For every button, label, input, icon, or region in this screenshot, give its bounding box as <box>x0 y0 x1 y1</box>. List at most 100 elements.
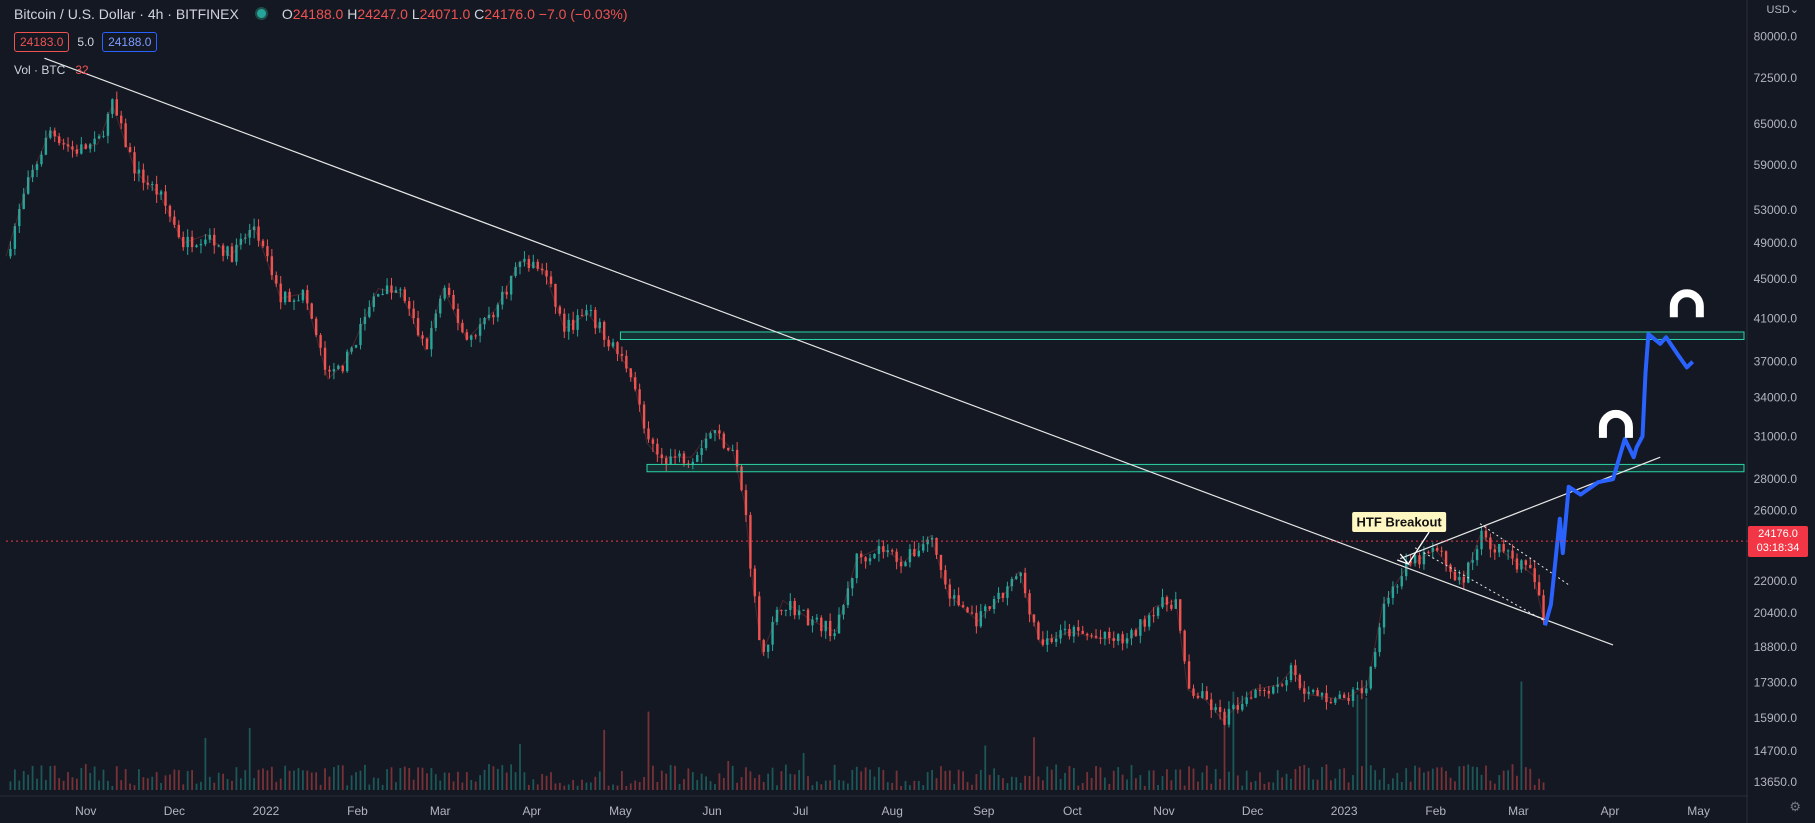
buy-button[interactable]: 24188.0 <box>102 32 158 52</box>
candle-body <box>709 433 712 439</box>
candle-body <box>1511 550 1514 559</box>
volume-bar <box>873 776 876 790</box>
volume-bar <box>182 784 185 790</box>
change-value: −7.0 (−0.03%) <box>538 6 628 22</box>
candle-body <box>168 205 172 217</box>
candle-body <box>443 287 446 299</box>
candle-body <box>430 327 433 350</box>
candle-body <box>1015 576 1018 579</box>
candle-body <box>1125 638 1129 644</box>
volume-bar <box>266 770 269 790</box>
candle-body <box>979 611 983 627</box>
candle-body <box>501 291 504 305</box>
candle-body <box>1387 597 1390 604</box>
volume-bar <box>603 729 606 790</box>
candle-body <box>403 289 406 302</box>
candle-body <box>1303 688 1306 694</box>
candle-body <box>545 270 548 277</box>
candle-body <box>1542 595 1545 618</box>
volume-bar <box>129 783 131 790</box>
volume-bar <box>1236 775 1239 790</box>
candle-body <box>1103 631 1107 639</box>
volume-bar <box>1369 765 1372 790</box>
volume-bar <box>138 769 140 790</box>
volume-bar <box>160 783 162 790</box>
sell-button[interactable]: 24183.0 <box>14 32 70 52</box>
volume-bar <box>971 784 973 790</box>
candle-body <box>602 322 606 340</box>
candle-body <box>846 588 850 606</box>
candle-body <box>1493 549 1497 553</box>
trendline <box>1400 456 1661 560</box>
settings-gear-icon[interactable]: ⚙ <box>1789 799 1801 814</box>
volume-bar <box>443 772 446 790</box>
candle-body <box>1130 630 1133 639</box>
candle-body <box>598 322 601 329</box>
volume-bar <box>262 768 264 790</box>
candle-body <box>221 245 225 256</box>
candle-body <box>549 276 553 284</box>
x-tick-label: 2022 <box>253 804 280 818</box>
price-candles <box>9 91 1545 728</box>
volume-bar <box>1241 785 1244 790</box>
candle-body <box>820 617 823 632</box>
volume-bar <box>364 764 366 790</box>
volume-bar <box>1223 709 1226 790</box>
candle-body <box>40 154 43 165</box>
candle-body <box>638 389 641 405</box>
candle-body <box>1533 568 1536 583</box>
candle-body <box>651 439 655 444</box>
candle-body <box>740 466 743 491</box>
symbol-title[interactable]: Bitcoin / U.S. Dollar · 4h · BITFINEX <box>14 6 239 22</box>
candle-body <box>771 622 774 645</box>
candle-body <box>155 184 158 195</box>
annotation-arrowhead <box>1397 553 1411 566</box>
volume-label: Vol · BTC <box>14 63 66 77</box>
volume-bar <box>89 772 92 790</box>
volume-bar <box>1427 771 1430 790</box>
candle-body <box>1285 680 1288 686</box>
currency-selector[interactable]: USD⌄ <box>1767 3 1799 16</box>
volume-bar <box>1520 681 1523 790</box>
candle-body <box>1298 675 1302 689</box>
volume-bar <box>350 775 353 790</box>
volume-bar <box>155 772 158 790</box>
candle-body <box>1422 551 1426 565</box>
volume-legend[interactable]: Vol · BTC 32 <box>14 63 89 77</box>
volume-bar <box>811 785 814 790</box>
candle-body <box>124 123 127 148</box>
candle-body <box>992 599 996 609</box>
candle-body <box>802 609 805 611</box>
candle-body <box>1147 615 1151 627</box>
volume-bar <box>1303 764 1306 790</box>
y-axis[interactable]: 80000.0 72500.0 65000.0 59000.0 53000.0 49000… <box>1746 0 1797 823</box>
volume-bar <box>1440 767 1443 790</box>
volume-bar <box>1507 770 1510 790</box>
volume-bar <box>368 784 371 790</box>
volume-bar <box>448 772 451 790</box>
volume-bar <box>1267 782 1270 790</box>
volume-bar <box>337 765 340 790</box>
candle-body <box>1320 693 1324 696</box>
candle-body <box>1028 593 1031 615</box>
volume-bar <box>1046 766 1049 790</box>
candle-body <box>669 456 672 465</box>
candle-body <box>412 308 415 319</box>
x-axis[interactable]: Nov Dec 2022 Feb Mar Apr May Jun Jul Aug Sep Oct Nov… <box>0 795 1748 818</box>
candle-body <box>1342 694 1346 699</box>
candle-body <box>1480 530 1483 550</box>
candle-body <box>899 561 903 567</box>
volume-bar <box>62 780 65 790</box>
volume-bar <box>944 770 947 790</box>
volume-bar <box>341 765 344 790</box>
volume-bar <box>1121 774 1124 790</box>
volume-bar <box>173 769 176 790</box>
candle-body <box>1037 622 1040 640</box>
candle-body <box>722 433 726 448</box>
candle-body <box>1418 555 1421 565</box>
volume-bar <box>1157 784 1159 790</box>
volume-bar <box>377 778 380 790</box>
volume-bar <box>558 782 561 790</box>
